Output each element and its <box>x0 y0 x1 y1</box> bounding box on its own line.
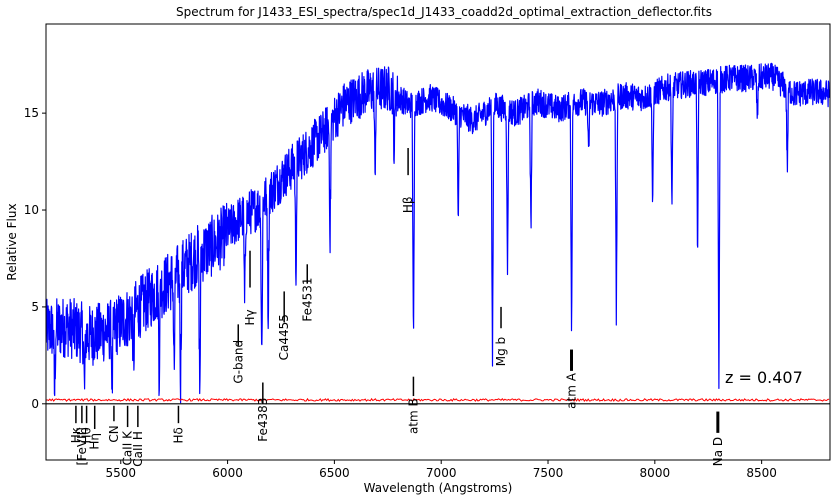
annotation-label: Hκ <box>69 427 83 443</box>
annotation-label: Na D <box>711 437 725 466</box>
annotation-label: [FeVII] <box>75 427 89 465</box>
x-axis: 5500 6000 6500 7000 7500 8000 8500 <box>105 460 777 480</box>
annotation-label: Hη <box>88 433 102 450</box>
x-axis-label: Wavelength (Angstroms) <box>364 481 513 495</box>
annotation-label: atm A <box>565 372 579 409</box>
y-tick-label: 15 <box>24 106 39 120</box>
annotation: atm B <box>406 376 420 434</box>
annotation: Ca4455 <box>277 291 291 360</box>
annotation: Hθ <box>80 405 94 444</box>
flux-series <box>46 62 830 404</box>
annotation: CN <box>107 405 121 443</box>
annotation-label: Mg b <box>494 337 508 366</box>
annotation: Fe4383 <box>256 382 270 442</box>
x-tick-label: 6500 <box>319 466 350 480</box>
annotation-label: Fe4383 <box>256 398 270 442</box>
x-tick-label: 7500 <box>533 466 564 480</box>
annotation: G-band <box>231 324 245 384</box>
annotation: Mg b <box>494 306 508 366</box>
annotation-label: Hδ <box>171 427 185 443</box>
x-tick-label: 7000 <box>426 466 457 480</box>
annotation: atm A <box>565 349 579 409</box>
annotation-label: CaII K <box>121 430 135 466</box>
annotation: Hδ <box>171 405 185 444</box>
annotation: Fe4531 <box>300 264 314 322</box>
y-axis-label: Relative Flux <box>5 203 19 280</box>
plot-frame <box>45 23 831 461</box>
annotation-label: Hθ <box>80 427 94 443</box>
line-annotations: Hβ G-band Hγ Ca4455 Fe4531 Mg b atm A atm B Fe43… <box>69 148 725 467</box>
annotation: CaII H <box>131 405 145 467</box>
y-tick-label: 0 <box>31 397 39 411</box>
annotation-label: Hγ <box>243 309 257 325</box>
plot-area <box>46 62 830 405</box>
error-series <box>46 397 830 402</box>
chart-title: Spectrum for J1433_ESI_spectra/spec1d_J1… <box>176 5 712 19</box>
x-tick-label: 6000 <box>212 466 243 480</box>
annotation: Na D <box>711 411 725 466</box>
annotation: Hη <box>88 405 102 450</box>
y-axis: 0 5 10 15 <box>24 106 46 411</box>
annotation: Hκ <box>69 405 83 443</box>
annotation: Hβ <box>401 148 415 213</box>
annotation-label: atm B <box>406 398 420 434</box>
annotation-label: CaII H <box>131 431 145 467</box>
y-tick-label: 5 <box>31 300 39 314</box>
x-tick-label: 8000 <box>640 466 671 480</box>
y-tick-label: 10 <box>24 203 39 217</box>
x-tick-label: 5500 <box>105 466 136 480</box>
annotation-label: Fe4531 <box>300 277 314 321</box>
x-tick-label: 8500 <box>746 466 777 480</box>
redshift-label: z = 0.407 <box>725 368 803 387</box>
annotation-label: Ca4455 <box>277 314 291 360</box>
annotation: CaII K <box>121 405 135 466</box>
annotation: Hγ <box>243 250 257 326</box>
annotation: [FeVII] <box>75 405 89 465</box>
annotation-label: G-band <box>231 340 245 384</box>
annotation-label: CN <box>107 425 121 442</box>
annotation-label: Hβ <box>401 196 415 213</box>
